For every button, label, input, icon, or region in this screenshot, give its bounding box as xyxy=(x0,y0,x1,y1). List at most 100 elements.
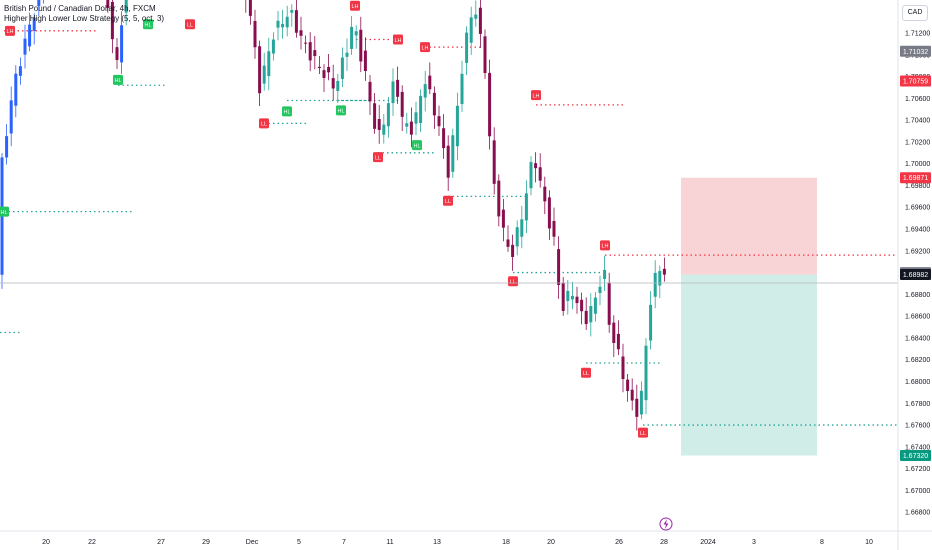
candle-body-64 xyxy=(294,10,298,33)
swing-label-text-5: HL xyxy=(0,210,7,216)
candle-body-73 xyxy=(336,80,340,91)
price-tick-21: 1.67000 xyxy=(905,488,930,495)
candle-body-93 xyxy=(428,75,432,90)
candle-body-112 xyxy=(515,227,519,247)
swing-label-1 xyxy=(185,19,195,30)
price-tick-13: 1.68600 xyxy=(905,314,930,321)
swing-label-6 xyxy=(259,118,269,129)
swing-label-3 xyxy=(113,74,123,85)
chart-title: British Pound / Canadian Dollar, 4h, FXC… xyxy=(4,4,156,13)
candle-body-133 xyxy=(612,322,616,344)
candle-body-4 xyxy=(18,66,22,76)
candle-body-91 xyxy=(419,95,423,123)
swing-label-text-10: LH xyxy=(421,45,428,51)
time-tick-5: 5 xyxy=(297,539,301,546)
swing-label-text-7: HL xyxy=(283,110,290,116)
swing-label-text-17: LL xyxy=(583,371,589,377)
candle-body-127 xyxy=(584,310,588,325)
candle-body-139 xyxy=(639,390,643,415)
swing-label-text-0: LH xyxy=(6,29,13,35)
candle-body-121 xyxy=(557,249,561,286)
candle-body-62 xyxy=(285,16,289,28)
price-tick-17: 1.67800 xyxy=(905,401,930,408)
candle-body-96 xyxy=(442,128,446,149)
price-tick-0: 1.71200 xyxy=(905,31,930,38)
position-zones xyxy=(681,177,817,456)
time-tick-3: 29 xyxy=(202,539,210,546)
candle-body-72 xyxy=(331,78,335,89)
swing-label-8 xyxy=(336,105,346,116)
candle-body-102 xyxy=(469,17,473,43)
stop-loss-zone[interactable] xyxy=(681,177,817,275)
candle-body-89 xyxy=(409,121,413,135)
take-profit-zone[interactable] xyxy=(681,274,817,456)
candle-body-71 xyxy=(327,66,331,73)
candle-body-94 xyxy=(432,92,436,116)
candle-body-24 xyxy=(110,1,114,40)
candle-body-99 xyxy=(455,105,459,147)
time-tick-15: 8 xyxy=(820,539,824,546)
time-tick-16: 10 xyxy=(865,539,873,546)
time-tick-4: Dec xyxy=(246,539,259,546)
currency-button[interactable]: CAD xyxy=(902,5,928,21)
candle-body-5 xyxy=(23,38,27,55)
candle-body-27 xyxy=(124,0,128,13)
price-tick-5: 1.70200 xyxy=(905,139,930,146)
candles xyxy=(0,0,666,431)
candle-body-114 xyxy=(524,193,528,221)
time-tick-2: 27 xyxy=(157,539,165,546)
candle-body-100 xyxy=(460,73,464,104)
candle-body-128 xyxy=(589,305,593,323)
candle-body-98 xyxy=(451,135,455,172)
swing-labels: LH LL HL HL LH HL LL HL HL LH LH HL LL LL LH LL LH LL LL xyxy=(0,0,648,438)
swing-label-text-18: LL xyxy=(640,431,646,437)
time-tick-8: 13 xyxy=(433,539,441,546)
candle-body-90 xyxy=(414,112,418,124)
candle-body-108 xyxy=(497,180,501,217)
candle-body-109 xyxy=(501,209,505,228)
time-tick-9: 18 xyxy=(502,539,510,546)
candle-body-92 xyxy=(423,84,427,98)
price-tick-18: 1.67600 xyxy=(905,423,930,430)
candle-body-86 xyxy=(396,79,400,97)
price-badge-0 xyxy=(900,45,931,57)
swing-label-15 xyxy=(508,276,518,287)
price-tick-22: 1.66800 xyxy=(905,510,930,517)
candle-body-101 xyxy=(465,32,469,63)
swing-label-text-2: HL xyxy=(144,23,151,29)
flash-icon[interactable] xyxy=(659,517,673,531)
candle-body-124 xyxy=(570,295,574,300)
candle-body-66 xyxy=(304,42,308,44)
candle-body-144 xyxy=(662,268,666,275)
swing-label-text-8: HL xyxy=(337,109,344,115)
candle-body-81 xyxy=(373,103,377,129)
candle-body-59 xyxy=(271,39,275,54)
indicator-legend[interactable]: Higher High Lower Low Strategy (5, 5, oc… xyxy=(4,14,165,23)
time-tick-0: 20 xyxy=(42,539,50,546)
price-badge-label-5: 1.67320 xyxy=(903,453,928,460)
candle-body-97 xyxy=(446,145,450,178)
swing-label-text-9: LH xyxy=(394,38,401,44)
time-tick-6: 7 xyxy=(342,539,346,546)
candle-body-84 xyxy=(386,103,390,127)
swing-label-text-13: LL xyxy=(445,199,451,205)
price-badge-4 xyxy=(900,269,931,281)
swing-label-text-14: LH xyxy=(532,93,539,99)
time-tick-10: 20 xyxy=(547,539,555,546)
swing-label-11 xyxy=(412,140,422,151)
candle-body-105 xyxy=(483,36,487,73)
candle-body-85 xyxy=(391,81,395,104)
price-tick-8: 1.69600 xyxy=(905,205,930,212)
candle-body-107 xyxy=(492,140,496,184)
price-badge-label-0: 1.71032 xyxy=(903,49,928,56)
price-tick-7: 1.69800 xyxy=(905,183,930,190)
candle-body-83 xyxy=(382,124,386,135)
candle-body-3 xyxy=(14,73,18,106)
candle-body-115 xyxy=(529,162,533,189)
candle-body-76 xyxy=(350,26,354,49)
candle-body-60 xyxy=(276,20,280,28)
time-tick-1: 22 xyxy=(88,539,96,546)
price-badge-label-2: 1.69871 xyxy=(903,175,928,182)
swing-label-4 xyxy=(350,0,360,11)
